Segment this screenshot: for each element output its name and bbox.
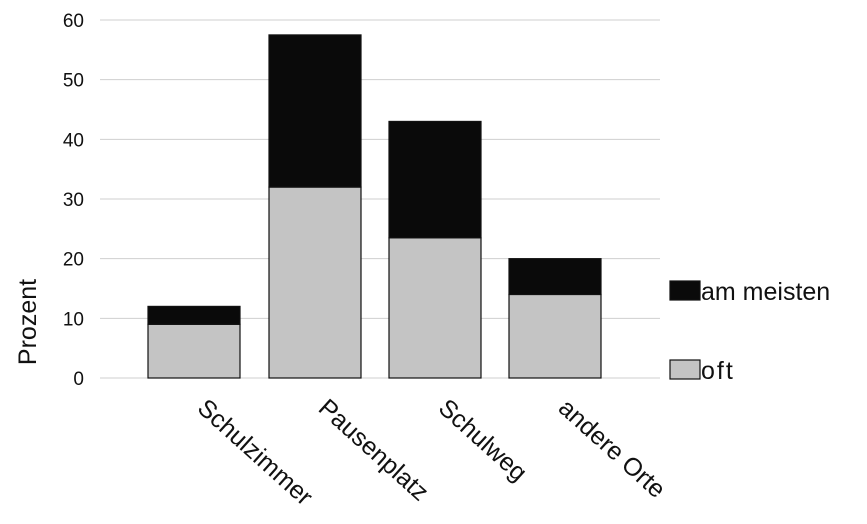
x-category-label: Pausenplatz [313,394,434,507]
legend: am meisten oft [669,278,830,385]
legend-swatch-am-meisten [669,280,701,301]
bar-oft-schulzimmer [147,323,241,379]
legend-label: oft [701,357,735,385]
bar-am-meisten-pausenplatz [268,34,362,188]
y-tick-label: 40 [63,130,84,151]
y-tick-label: 0 [73,369,84,390]
bar-oft-schulweg [388,237,482,379]
y-axis-label: Prozent [14,279,42,365]
y-tick-label: 20 [63,250,84,271]
x-category-label: Schulweg [433,394,532,487]
y-tick-labels: 0 10 20 30 40 50 60 [63,11,84,390]
legend-label: am meisten [701,278,830,306]
x-category-label: Schulzimmer [192,394,318,511]
bars-layer [147,34,602,379]
y-tick-label: 50 [63,71,84,92]
y-tick-label: 30 [63,190,84,211]
bar-oft-pausenplatz [268,186,362,379]
x-category-label: andere Orte [553,394,671,504]
bar-am-meisten-andere-orte [508,258,602,296]
bar-oft-andere-orte [508,293,602,379]
bar-am-meisten-schulzimmer [147,305,241,325]
legend-swatch-oft [669,359,701,380]
y-tick-label: 10 [63,309,84,330]
y-tick-label: 60 [63,11,84,32]
bar-am-meisten-schulweg [388,120,482,239]
